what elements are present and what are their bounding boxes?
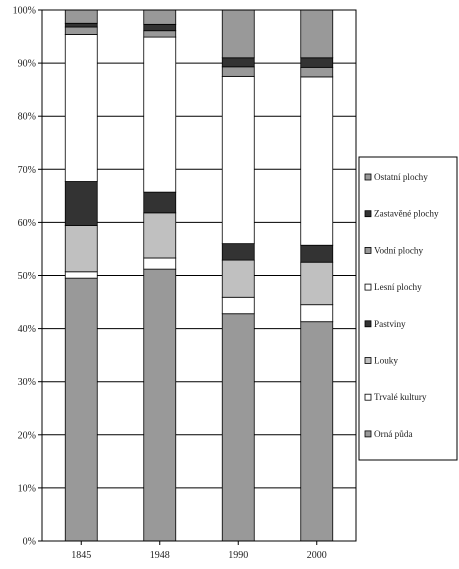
bar-segment [64,271,98,279]
legend-swatch [364,173,372,181]
y-tick-label: 70% [18,165,36,176]
bar-segment [300,244,334,263]
bar-segment [64,181,98,226]
legend-label: Trvalé kultury [374,392,427,402]
bar-segment [143,23,177,32]
y-tick-label: 30% [18,377,36,388]
bar-segment [300,304,334,323]
bar-segment [300,66,334,78]
bar-segment [143,30,177,38]
bar-segment [143,268,177,542]
bar-segment [143,9,177,25]
bar-segment [64,277,98,542]
legend-swatch [364,430,372,438]
legend-swatch [364,283,372,291]
y-tick-label: 80% [18,112,36,123]
bar-segment [300,76,334,246]
bar-segment [300,9,334,59]
bar-segment [300,321,334,542]
bar-segment [300,57,334,68]
legend-swatch [364,393,372,401]
bar-segment [64,9,98,24]
bar-segment [221,243,255,261]
y-tick-label: 100% [13,6,36,17]
axes [41,9,357,542]
bar-segment [64,22,98,28]
bar-segment [221,296,255,315]
legend-swatch [364,246,372,254]
bar-segment [221,57,255,68]
x-tick-label: 1990 [228,550,248,561]
legend: Ostatní plochy Zastavěné plochy Vodní ploc… [358,156,458,461]
y-tick-label: 60% [18,218,36,229]
bar-segment [221,75,255,245]
legend-swatch [364,210,372,218]
plot-frame [41,9,357,542]
bars [64,9,334,542]
legend-label: Louky [374,356,398,366]
x-axis-ticks: 1845 1948 1990 2000 [71,541,327,561]
legend-swatch [364,357,372,364]
y-tick-label: 0% [23,537,36,548]
bar-segment [221,66,255,77]
x-tick-label: 2000 [307,550,327,561]
bar-segment [143,257,177,270]
x-tick-label: 1845 [71,550,91,561]
bar-segment [221,9,255,59]
x-tick-label: 1948 [150,550,170,561]
bar-segment [221,259,255,298]
legend-label: Ostatní plochy [374,172,428,182]
legend-swatch [364,320,372,328]
bar-segment [143,191,177,214]
y-tick-label: 10% [18,483,36,494]
legend-box [358,156,458,461]
y-tick-label: 40% [18,324,36,335]
y-tick-label: 50% [18,271,36,282]
bar-segment [64,34,98,182]
legend-label: Zastavěné plochy [374,209,439,219]
y-axis-ticks: 0% 10% 20% 30% 40% 50% 60% 70% 80% 90% 100% [13,6,42,548]
bar-segment [64,225,98,273]
legend-label: Orná půda [374,429,413,439]
legend-label: Vodní plochy [374,245,423,255]
legend-label: Lesní plochy [374,282,422,292]
y-tick-label: 20% [18,430,36,441]
bar-segment [221,313,255,542]
legend-label: Pastviny [374,319,406,329]
bar-segment [143,36,177,193]
bar-segment [300,261,334,306]
bar-segment [143,212,177,259]
bar-segment [64,26,98,35]
y-tick-label: 90% [18,59,36,70]
